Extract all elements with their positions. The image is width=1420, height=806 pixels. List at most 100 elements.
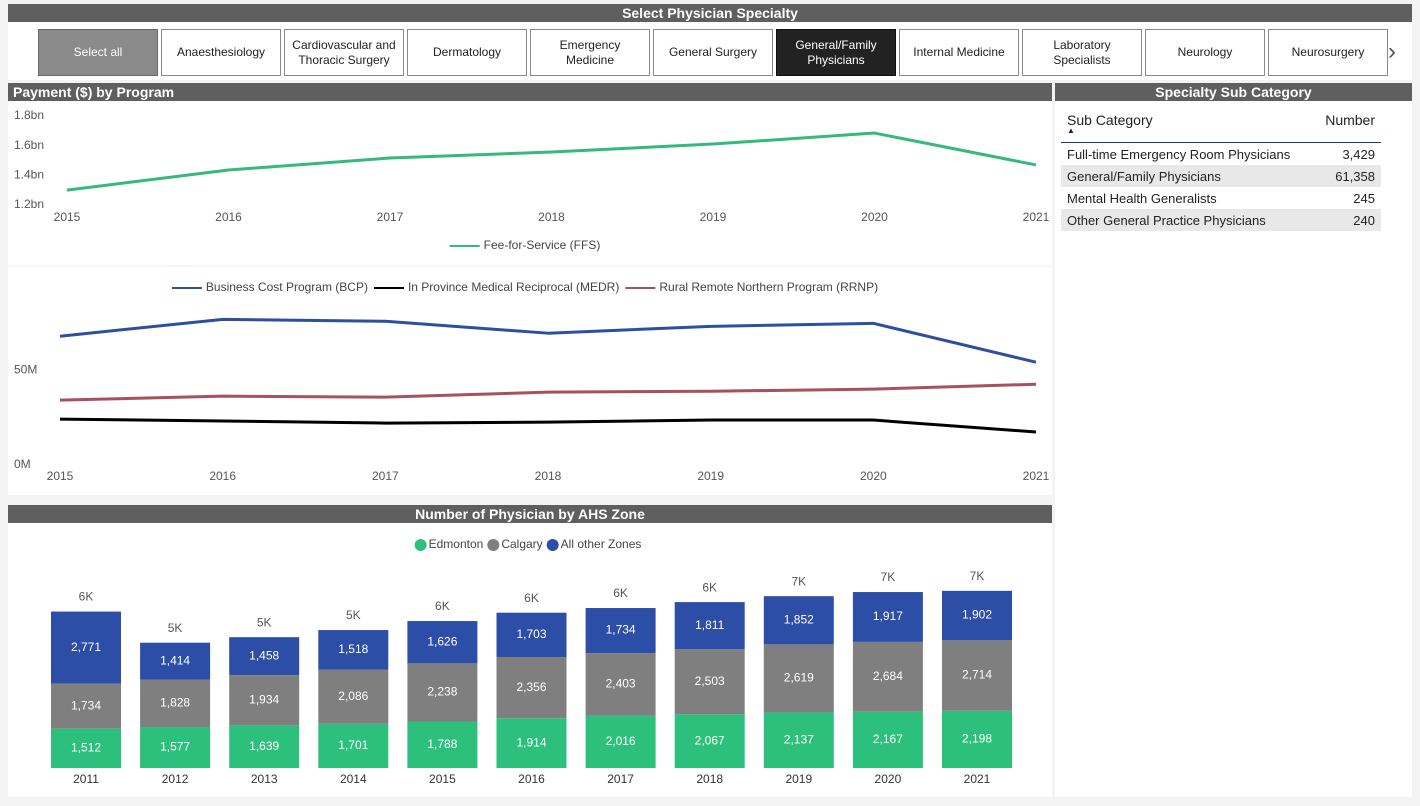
number-cell: 245 bbox=[1353, 190, 1375, 206]
data-label: 1,734 bbox=[606, 623, 636, 637]
table-body: Full-time Emergency Room Physicians 3,429… bbox=[1061, 143, 1381, 231]
bar-segment bbox=[942, 590, 1012, 641]
column-header[interactable]: Sub Category ▲ bbox=[1061, 106, 1315, 143]
data-label: 1,518 bbox=[338, 642, 368, 656]
slicer-button[interactable]: Emergency Medicine bbox=[530, 29, 650, 76]
slicer-button[interactable]: Neurosurgery bbox=[1268, 29, 1388, 76]
legend-label: Edmonton bbox=[429, 537, 484, 551]
legend-swatch bbox=[414, 539, 427, 551]
legend-swatch bbox=[546, 539, 559, 551]
slicer-button[interactable]: Anaesthesiology bbox=[161, 29, 281, 76]
data-label: 2,771 bbox=[71, 640, 101, 654]
slicer-button[interactable]: Dermatology bbox=[407, 29, 527, 76]
data-label: 1,458 bbox=[249, 648, 279, 662]
slicer-button[interactable]: Select all bbox=[38, 29, 158, 76]
bar-segment bbox=[496, 612, 567, 657]
x-tick-label: 2013 bbox=[251, 772, 278, 786]
bar-segment bbox=[852, 641, 923, 712]
bar-segment bbox=[763, 644, 834, 713]
x-tick-label: 2021 bbox=[964, 772, 991, 786]
header-row: Sub Category ▲ Number bbox=[1061, 106, 1381, 143]
bar-segment bbox=[51, 728, 121, 768]
data-label: 2,016 bbox=[606, 734, 636, 748]
bar-segment bbox=[763, 712, 834, 768]
bar-segment bbox=[407, 663, 478, 722]
x-tick-label: 2020 bbox=[875, 772, 902, 786]
data-label: 1,828 bbox=[160, 695, 190, 709]
data-label: 1,734 bbox=[71, 698, 101, 712]
data-label: 2,238 bbox=[427, 685, 457, 699]
total-label: 6K bbox=[79, 590, 94, 604]
line-series bbox=[66, 131, 1037, 192]
x-tick-label: 2017 bbox=[372, 469, 399, 483]
x-tick-label: 2012 bbox=[162, 772, 189, 786]
x-tick-label: 2018 bbox=[696, 772, 723, 786]
x-tick-label: 2021 bbox=[1023, 210, 1050, 224]
data-label: 1,934 bbox=[249, 692, 279, 706]
sort-icon: ▲ bbox=[1067, 126, 1075, 135]
data-label: 1,852 bbox=[784, 612, 814, 626]
x-tick-label: 2020 bbox=[861, 210, 888, 224]
data-label: 1,512 bbox=[71, 741, 101, 755]
total-label: 6K bbox=[524, 591, 539, 605]
slicer-button[interactable]: Cardiovascular and Thoracic Surgery bbox=[284, 29, 404, 76]
bar-segment bbox=[852, 711, 923, 768]
data-label: 2,714 bbox=[962, 668, 992, 682]
data-label: 2,137 bbox=[784, 732, 814, 746]
legend-label: Business Cost Program (BCP) bbox=[206, 280, 368, 294]
bar-segment bbox=[585, 653, 656, 716]
subcategory-table: Sub Category ▲ Number Full-time Emergency… bbox=[1061, 106, 1381, 231]
x-tick-label: 2016 bbox=[209, 469, 236, 483]
bar-segment bbox=[140, 642, 211, 680]
payment-title: Payment ($) by Program bbox=[8, 83, 1052, 101]
slicer-button[interactable]: Internal Medicine bbox=[899, 29, 1019, 76]
bar-segment bbox=[942, 640, 1012, 711]
bar-segment bbox=[407, 721, 478, 768]
data-label: 2,356 bbox=[516, 680, 546, 694]
data-label: 2,067 bbox=[695, 733, 725, 747]
bar-segment bbox=[674, 714, 745, 768]
x-tick-label: 2015 bbox=[429, 772, 456, 786]
slicer-button[interactable]: General Surgery bbox=[653, 29, 773, 76]
bar-segment bbox=[942, 710, 1012, 768]
x-tick-label: 2016 bbox=[215, 210, 242, 224]
bar-segment bbox=[51, 683, 121, 729]
slicer-button[interactable]: Laboratory Specialists bbox=[1022, 29, 1142, 76]
slicer-button[interactable]: General/Family Physicians bbox=[776, 29, 896, 76]
total-label: 7K bbox=[970, 569, 985, 583]
total-label: 7K bbox=[791, 574, 806, 588]
data-label: 2,684 bbox=[873, 669, 903, 683]
table-row: Other General Practice Physicians 240 bbox=[1061, 209, 1381, 231]
bar-segment bbox=[407, 621, 478, 664]
legend-label: In Province Medical Reciprocal (MEDR) bbox=[408, 280, 619, 294]
bar-segment bbox=[496, 718, 567, 768]
name-cell: Full-time Emergency Room Physicians bbox=[1067, 146, 1291, 162]
y-tick-label: 1.4bn bbox=[14, 168, 44, 182]
data-label: 1,701 bbox=[338, 738, 368, 752]
legend-label: Rural Remote Northern Program (RRNP) bbox=[659, 280, 878, 294]
total-label: 5K bbox=[257, 615, 272, 629]
bar-segment bbox=[318, 630, 389, 670]
line-series bbox=[59, 382, 1037, 402]
bar-segment bbox=[674, 602, 745, 650]
x-tick-label: 2019 bbox=[697, 469, 724, 483]
name-cell: General/Family Physicians bbox=[1061, 165, 1315, 187]
column-header[interactable]: Number bbox=[1314, 106, 1381, 143]
bar-segment bbox=[229, 637, 300, 676]
slicer-button[interactable]: Neurology bbox=[1145, 29, 1265, 76]
bar-segment bbox=[318, 669, 389, 724]
data-label: 1,917 bbox=[873, 609, 903, 623]
total-label: 6K bbox=[702, 580, 717, 594]
y-tick-label: 50M bbox=[14, 362, 37, 376]
data-label: 1,914 bbox=[516, 735, 546, 749]
legend-label: Calgary bbox=[501, 537, 542, 551]
x-tick-label: 2019 bbox=[785, 772, 812, 786]
x-tick-label: 2018 bbox=[538, 210, 565, 224]
subcategory-panel bbox=[1055, 83, 1412, 797]
x-tick-label: 2018 bbox=[535, 469, 562, 483]
y-tick-label: 1.8bn bbox=[14, 108, 44, 122]
bar-segment bbox=[496, 656, 567, 719]
next-arrow[interactable]: › bbox=[1388, 38, 1396, 65]
